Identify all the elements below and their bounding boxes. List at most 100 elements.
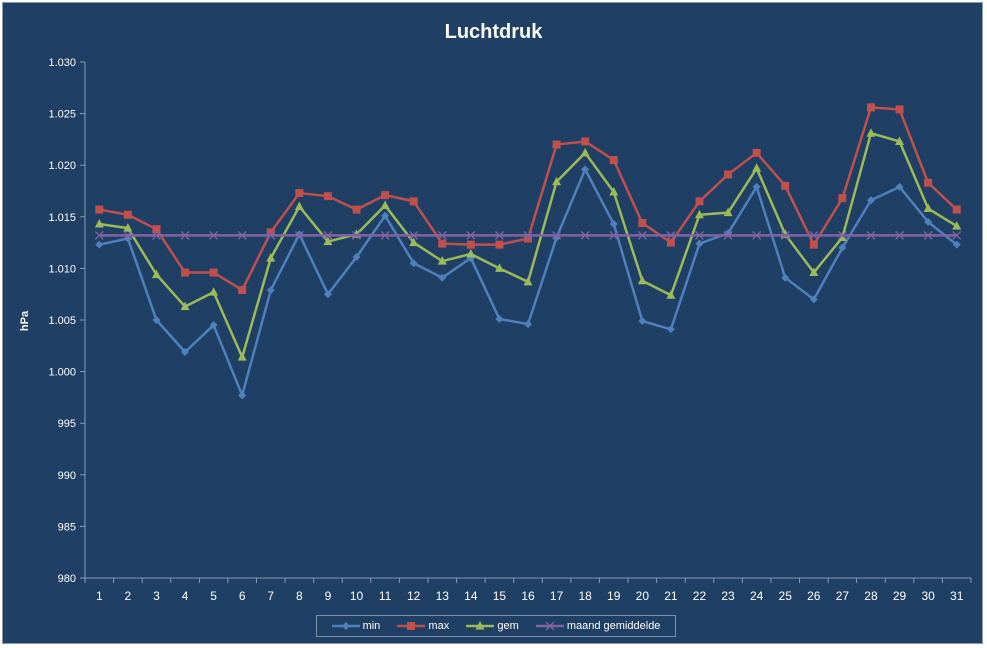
chart-title: Luchtdruk	[444, 21, 543, 43]
y-tick-label: 1.025	[48, 109, 76, 121]
data-point-maand-gemiddelde	[209, 230, 219, 240]
data-point-maand-gemiddelde	[666, 230, 676, 240]
x-tick-label: 29	[893, 589, 907, 603]
data-point-gem	[637, 275, 647, 285]
data-point-min	[495, 314, 504, 323]
data-point-maand-gemiddelde	[752, 230, 762, 240]
data-point-gem	[94, 219, 104, 228]
data-point-maand-gemiddelde	[923, 230, 933, 240]
data-point-max	[181, 268, 190, 277]
x-tick-label: 28	[864, 589, 878, 603]
legend-swatch-gem	[466, 621, 495, 630]
data-point-maand-gemiddelde	[466, 230, 476, 240]
data-point-maand-gemiddelde	[895, 230, 905, 240]
y-tick-label: 1.020	[48, 160, 76, 172]
x-tick-label: 12	[407, 589, 421, 603]
data-point-gem	[151, 269, 161, 279]
data-point-max	[809, 240, 818, 249]
x-tick-label: 13	[436, 589, 450, 603]
x-tick-label: 26	[807, 589, 821, 603]
data-point-min	[238, 391, 247, 400]
x-tick-label: 20	[636, 589, 650, 603]
data-point-max	[438, 239, 447, 248]
data-point-maand-gemiddelde	[637, 230, 647, 240]
data-point-gem	[380, 200, 390, 209]
data-point-max	[524, 234, 532, 243]
data-point-gem	[323, 236, 333, 246]
data-point-max	[552, 140, 561, 149]
x-tick-label: 10	[350, 589, 364, 603]
data-point-gem	[694, 209, 704, 219]
data-point-max	[266, 228, 275, 237]
data-point-max	[781, 181, 790, 190]
data-point-min	[181, 347, 190, 356]
data-point-max	[323, 192, 332, 201]
y-tick-label: 980	[58, 573, 76, 585]
data-point-maand-gemiddelde	[323, 230, 333, 240]
x-tick-label: 19	[607, 589, 621, 603]
data-point-min	[666, 325, 675, 334]
data-point-min	[209, 321, 218, 330]
legend-swatch-max	[397, 622, 426, 630]
x-tick-label: 23	[721, 589, 735, 603]
data-point-min	[638, 317, 647, 326]
x-tick-label: 8	[296, 589, 303, 603]
data-point-maand-gemiddelde	[294, 230, 304, 240]
data-point-min	[95, 240, 104, 249]
legend-swatch-min	[331, 622, 360, 630]
data-point-min	[581, 165, 590, 174]
legend-marker-max	[407, 622, 416, 630]
data-point-gem	[209, 287, 219, 296]
data-point-min	[895, 182, 904, 191]
data-point-maand-gemiddelde	[952, 230, 962, 240]
data-point-maand-gemiddelde	[409, 230, 419, 240]
data-point-gem	[837, 232, 847, 241]
data-point-gem	[466, 248, 476, 258]
data-point-gem	[552, 176, 562, 186]
data-point-maand-gemiddelde	[123, 230, 133, 240]
data-point-maand-gemiddelde	[94, 230, 104, 240]
data-point-maand-gemiddelde	[695, 230, 704, 240]
data-point-min	[524, 320, 532, 329]
data-point-maand-gemiddelde	[494, 230, 504, 240]
data-point-max	[238, 286, 247, 295]
x-tick-label: 3	[153, 589, 160, 603]
data-point-min	[409, 259, 418, 268]
data-point-max	[666, 238, 675, 247]
data-point-gem	[809, 267, 819, 277]
data-point-gem	[123, 223, 133, 232]
legend-label: max	[428, 620, 450, 632]
data-point-gem	[437, 256, 447, 265]
x-tick-label: 21	[664, 589, 678, 603]
data-point-gem	[494, 263, 504, 272]
x-tick-label: 6	[239, 589, 246, 603]
data-point-max	[695, 197, 704, 206]
data-point-maand-gemiddelde	[723, 230, 733, 240]
legend-label: maand gemiddelde	[566, 620, 661, 632]
series-line-max	[99, 106, 958, 292]
x-tick-label: 24	[750, 589, 764, 603]
data-point-max	[609, 156, 618, 165]
x-tick-label: 2	[125, 589, 132, 603]
data-point-gem	[580, 147, 590, 157]
data-point-max	[895, 105, 904, 114]
x-tick-label: 7	[267, 589, 274, 603]
x-tick-label: 30	[921, 589, 935, 603]
data-point-min	[866, 196, 875, 205]
x-tick-label: 1	[96, 589, 103, 603]
data-point-maand-gemiddelde	[437, 230, 447, 240]
data-point-min	[952, 240, 961, 249]
data-point-maand-gemiddelde	[237, 230, 247, 240]
data-point-min	[438, 273, 447, 282]
x-tick-label: 22	[693, 589, 707, 603]
plot-area: 9809859909951.0001.0051.0101.0151.0201.0…	[48, 57, 972, 603]
legend-marker-gem	[475, 621, 485, 630]
data-point-min	[352, 253, 361, 262]
data-point-min	[924, 217, 933, 226]
data-point-max	[724, 170, 733, 179]
x-tick-label: 18	[578, 589, 592, 603]
data-point-maand-gemiddelde	[380, 230, 390, 240]
data-point-max	[952, 205, 961, 214]
x-tick-label: 9	[325, 589, 332, 603]
